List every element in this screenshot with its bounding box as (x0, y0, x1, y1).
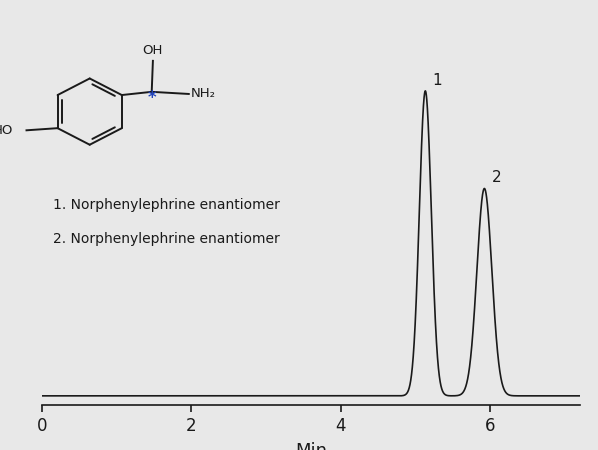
Text: NH₂: NH₂ (191, 87, 216, 100)
Text: 2. Norphenylephrine enantiomer: 2. Norphenylephrine enantiomer (53, 232, 279, 246)
Text: 1: 1 (433, 73, 443, 88)
X-axis label: Min: Min (295, 442, 327, 450)
Text: 1. Norphenylephrine enantiomer: 1. Norphenylephrine enantiomer (53, 198, 279, 212)
Text: 2: 2 (492, 171, 502, 185)
Text: HO: HO (0, 124, 13, 137)
Text: *: * (147, 89, 156, 107)
Text: OH: OH (143, 44, 163, 57)
